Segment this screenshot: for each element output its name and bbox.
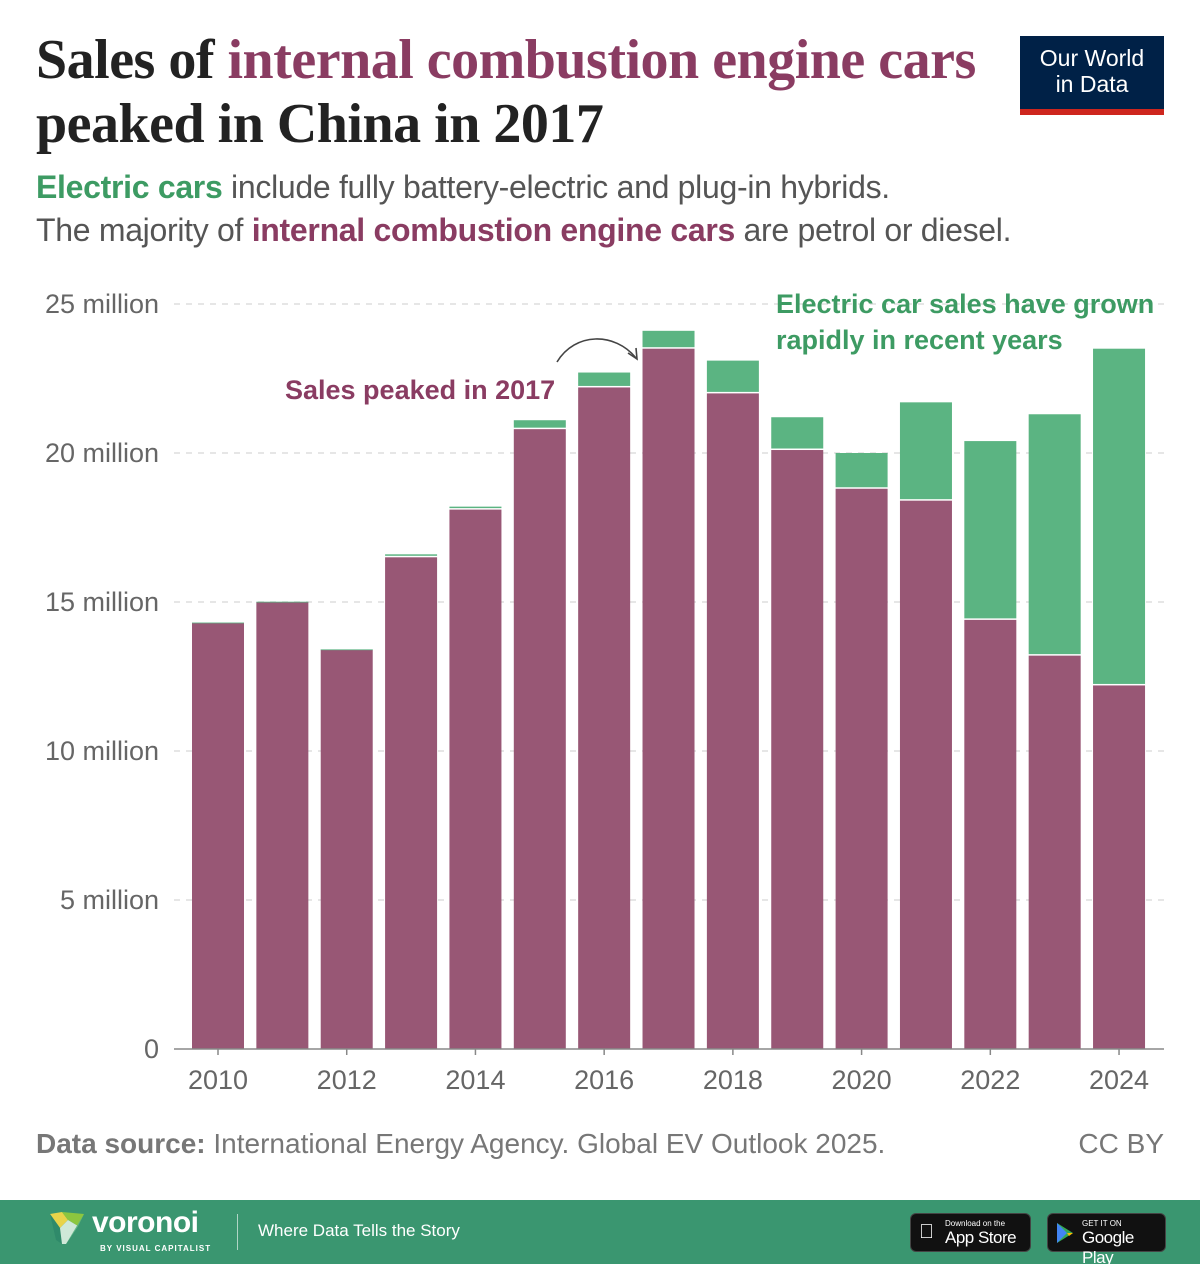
title-highlight: internal combustion engine cars xyxy=(227,29,977,91)
appstore-big: App Store xyxy=(945,1228,1017,1247)
annotation-arrow xyxy=(556,338,637,363)
tagline: Where Data Tells the Story xyxy=(258,1221,460,1240)
chart-title: Sales of internal combustion engine cars… xyxy=(36,28,1006,156)
annotation-ev-line1: Electric car sales have grown xyxy=(776,289,1154,319)
bar-ev-2024 xyxy=(1093,348,1146,684)
arrow-head xyxy=(627,347,638,361)
bar-ev-2021 xyxy=(899,402,952,500)
title-text: Sales of xyxy=(36,29,228,91)
source-label: Data source: xyxy=(36,1128,206,1159)
bar-ev-2016 xyxy=(578,372,631,386)
bar-ev-2020 xyxy=(835,453,888,488)
x-tick-label: 2018 xyxy=(703,1065,763,1095)
apple-icon:  xyxy=(919,1221,934,1244)
bar-ice-2015 xyxy=(513,429,566,1049)
bar-ev-2022 xyxy=(964,441,1017,619)
annotation-ev-line2: rapidly in recent years xyxy=(776,325,1063,355)
x-tick-label: 2020 xyxy=(832,1065,892,1095)
footer-divider xyxy=(237,1214,238,1250)
bar-ev-2014 xyxy=(449,506,502,509)
logo-line1: Our World xyxy=(1039,45,1145,71)
bar-ice-2010 xyxy=(192,622,244,1049)
bar-ice-2019 xyxy=(771,450,824,1049)
subtitle-line2-start: The majority of xyxy=(36,212,252,248)
subtitle-ev: Electric cars xyxy=(36,169,223,205)
bar-ice-2014 xyxy=(449,509,502,1049)
x-tick-label: 2022 xyxy=(960,1065,1020,1095)
x-tick-label: 2016 xyxy=(574,1065,634,1095)
data-source: Data source: International Energy Agency… xyxy=(36,1128,885,1160)
google-play-icon xyxy=(1057,1223,1073,1243)
voronoi-by: BY VISUAL CAPITALIST xyxy=(100,1244,212,1253)
subtitle-line2-end: are petrol or diesel. xyxy=(734,212,1012,248)
y-tick-label: 20 million xyxy=(45,438,159,468)
license[interactable]: CC BY xyxy=(1078,1128,1164,1159)
source-text: International Energy Agency. Global EV O… xyxy=(205,1128,886,1159)
bar-ev-2018 xyxy=(706,360,759,392)
bar-ev-2010 xyxy=(192,622,244,624)
bar-ice-2012 xyxy=(320,649,373,1049)
bar-ice-2018 xyxy=(706,393,759,1049)
x-tick-label: 2024 xyxy=(1089,1065,1149,1095)
subtitle-ice: internal combustion engine cars xyxy=(251,212,736,248)
subtitle-line1: include fully battery-electric and plug-… xyxy=(222,169,890,205)
y-tick-label: 10 million xyxy=(45,736,159,766)
bar-ice-2022 xyxy=(964,619,1017,1049)
x-tick-label: 2012 xyxy=(317,1065,377,1095)
bar-ev-2023 xyxy=(1028,414,1081,655)
bar-ice-2017 xyxy=(642,348,695,1049)
footer-bar: voronoi BY VISUAL CAPITALIST Where Data … xyxy=(0,1200,1200,1267)
y-tick-label: 0 xyxy=(144,1034,159,1064)
bar-ice-2024 xyxy=(1093,685,1146,1049)
voronoi-brand[interactable]: voronoi xyxy=(92,1206,199,1239)
y-tick-label: 5 million xyxy=(60,885,159,915)
bar-ev-2015 xyxy=(513,420,566,428)
x-tick-label: 2010 xyxy=(188,1065,248,1095)
bar-ice-2011 xyxy=(256,602,309,1049)
title-text-end: peaked in China in 2017 xyxy=(36,93,604,155)
y-tick-label: 25 million xyxy=(45,289,159,319)
play-small: GET IT ON xyxy=(1082,1219,1122,1228)
appstore-small: Download on the xyxy=(945,1219,1006,1228)
google-play-button[interactable]: GET IT ON Google Play xyxy=(1047,1213,1166,1267)
voronoi-logo-icon xyxy=(50,1212,84,1244)
bar-ev-2011 xyxy=(256,601,309,603)
bar-ev-2017 xyxy=(642,330,695,348)
annotation-peak: Sales peaked in 2017 xyxy=(285,375,555,405)
logo-line2: in Data xyxy=(1055,71,1129,97)
bar-ice-2020 xyxy=(835,488,888,1049)
bar-ev-2013 xyxy=(385,554,438,556)
chart-subtitle: Electric cars include fully battery-elec… xyxy=(36,166,1176,252)
owid-logo[interactable]: Our World in Data xyxy=(1020,36,1164,115)
bar-ice-2023 xyxy=(1028,655,1081,1049)
bar-ice-2021 xyxy=(899,500,952,1049)
x-tick-label: 2014 xyxy=(445,1065,505,1095)
app-store-button[interactable]:  Download on the App Store xyxy=(910,1213,1031,1252)
play-big: Google Play xyxy=(1082,1228,1134,1267)
bar-ev-2012 xyxy=(320,649,373,651)
bar-ev-2019 xyxy=(771,417,824,449)
stacked-bar-chart: 0 5 million 10 million 15 million 20 million… xyxy=(45,289,1164,1095)
bar-ice-2016 xyxy=(578,387,631,1049)
bar-ice-2013 xyxy=(385,557,438,1049)
y-tick-label: 15 million xyxy=(45,587,159,617)
